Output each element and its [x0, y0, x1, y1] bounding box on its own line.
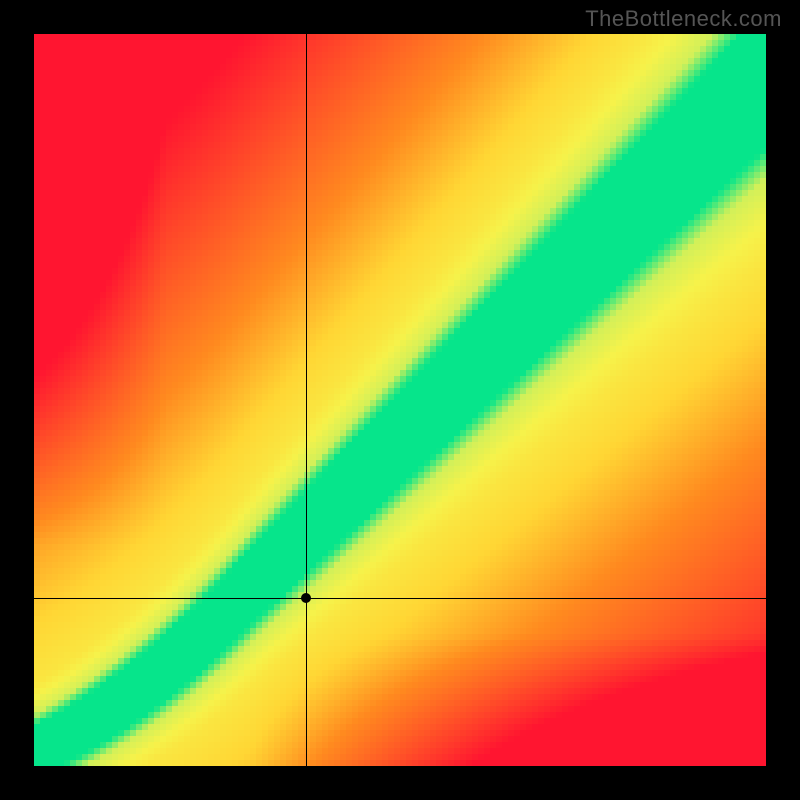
heatmap-canvas — [34, 34, 766, 766]
crosshair-horizontal — [34, 598, 766, 599]
heatmap-plot — [34, 34, 766, 766]
selection-marker-dot — [301, 593, 311, 603]
crosshair-vertical — [306, 34, 307, 766]
watermark-text: TheBottleneck.com — [585, 6, 782, 32]
